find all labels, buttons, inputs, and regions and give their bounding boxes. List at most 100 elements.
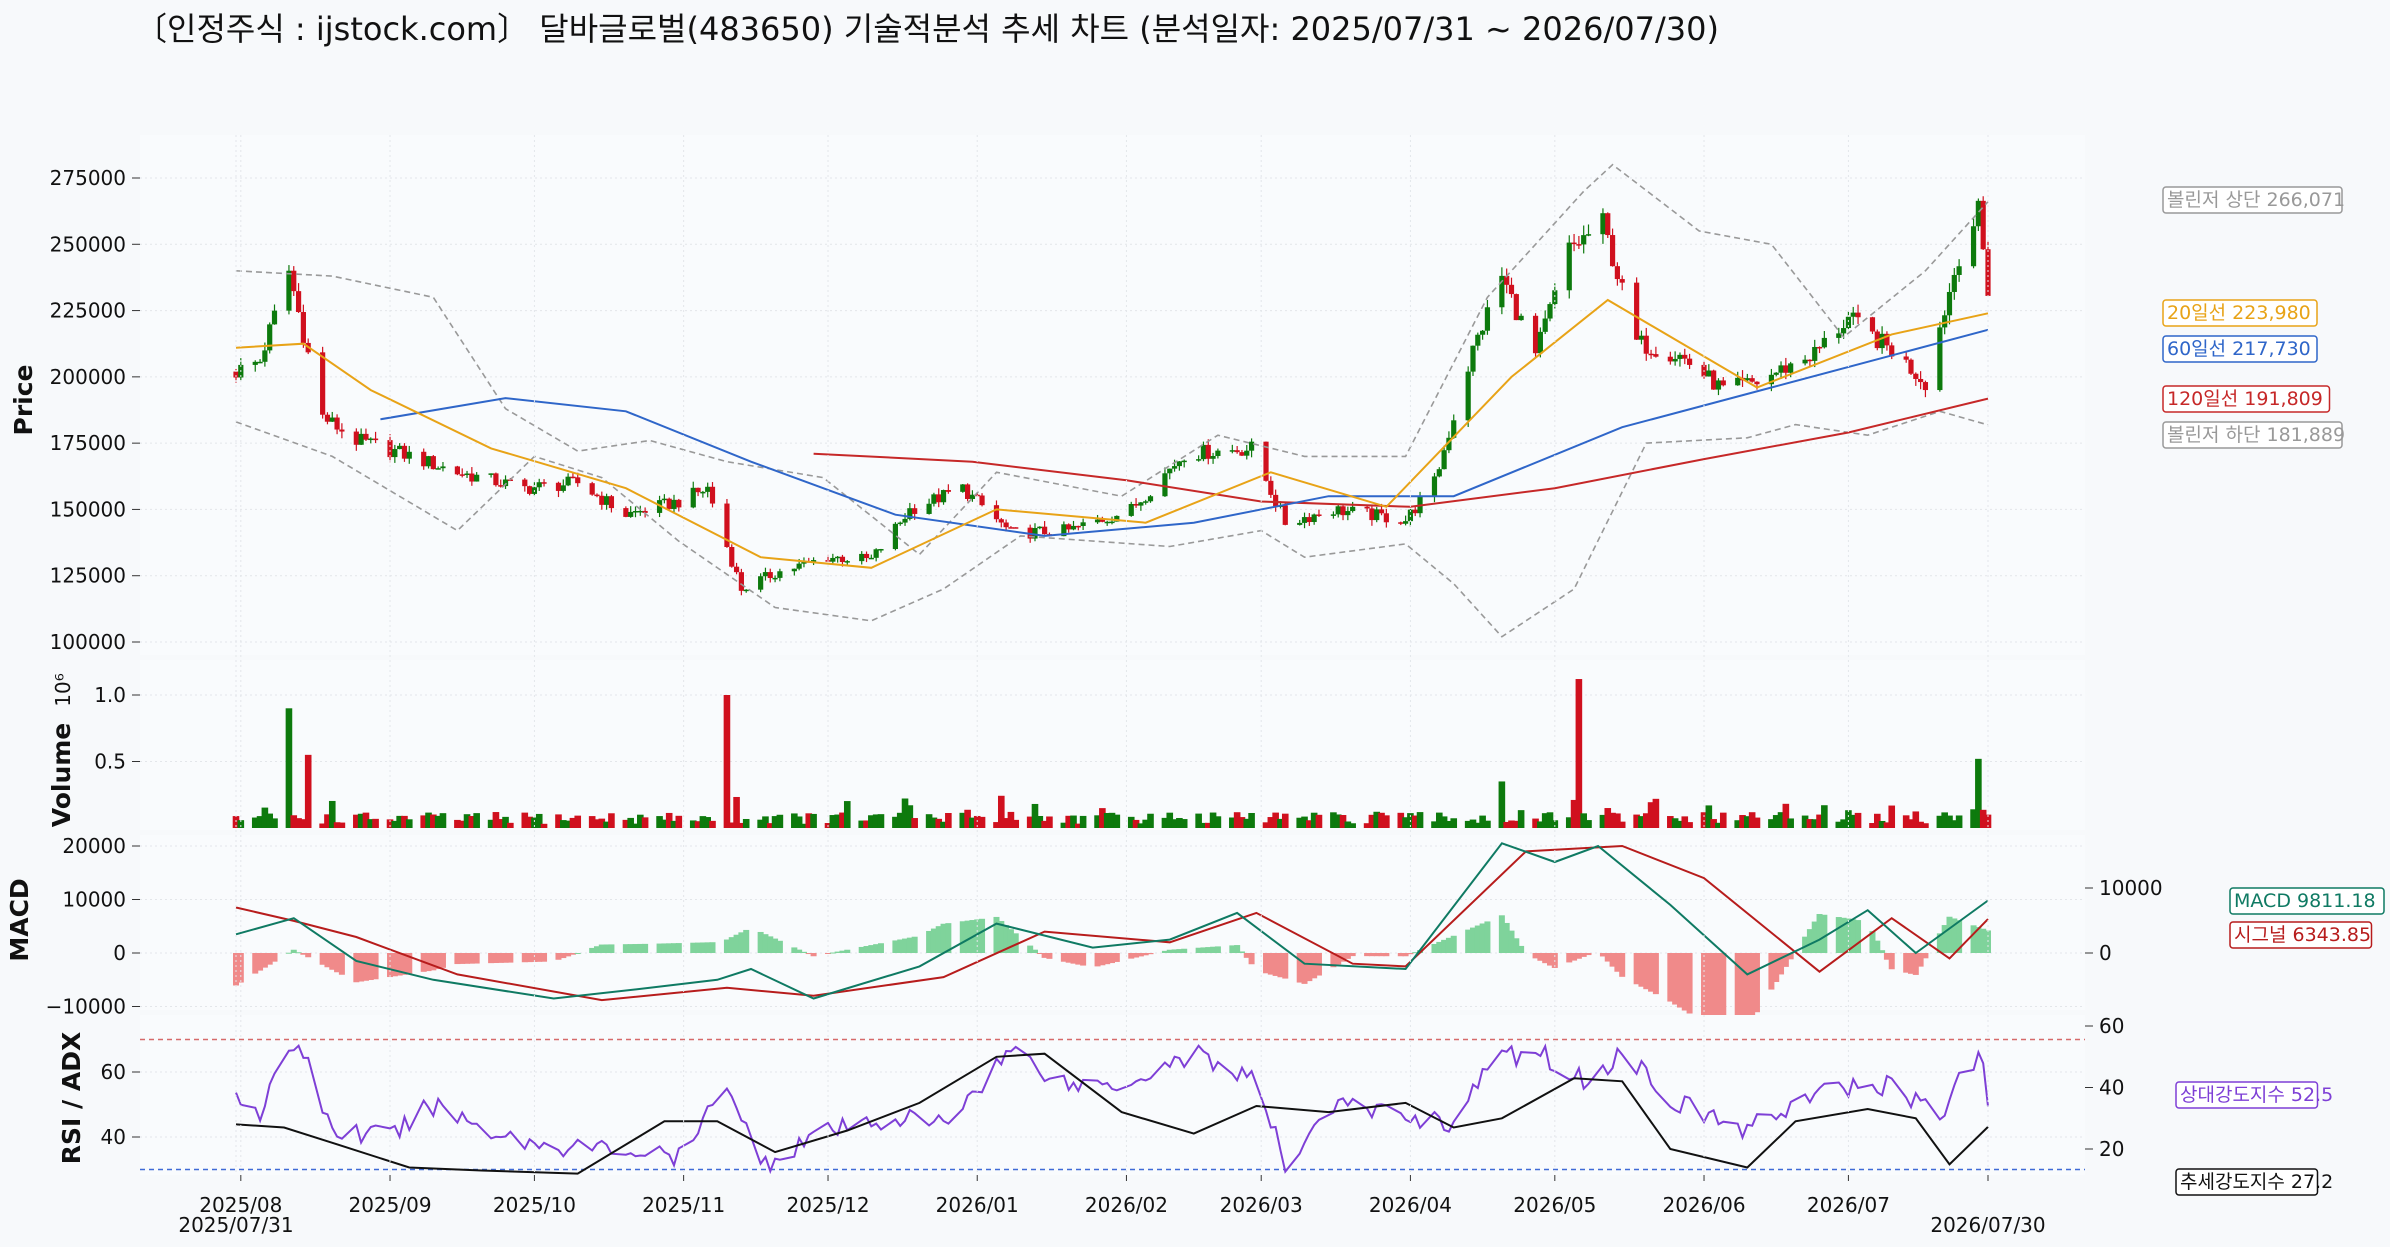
label-signal-box <box>2229 921 2373 949</box>
volume-bar <box>1041 820 1048 828</box>
candle-body <box>830 557 836 562</box>
candle-body <box>1749 378 1755 382</box>
date-axis: 2025/08 2025/09 2025/10 2025/11 2025/12 2026/… <box>178 135 2046 1237</box>
volume-bar <box>1484 820 1491 828</box>
volume-bar <box>1541 813 1549 828</box>
volume-bar <box>1513 820 1520 828</box>
macd-histogram-bar <box>1518 945 1525 953</box>
macd-histogram-bar <box>1970 925 1977 953</box>
candle-body <box>1975 200 1981 227</box>
candle-body <box>324 414 331 422</box>
macd-histogram-bar <box>1888 953 1895 970</box>
macd-histogram-bar <box>454 953 461 965</box>
candle-body <box>1436 469 1442 477</box>
macd-histogram-bar <box>1431 943 1438 953</box>
volume-bar <box>1272 812 1279 828</box>
candle-body <box>1566 242 1572 291</box>
candle-body <box>1518 315 1524 321</box>
volume-bar <box>391 820 399 828</box>
volume-bar <box>622 819 630 828</box>
candle-body <box>469 473 475 482</box>
candle-body <box>1922 382 1929 391</box>
volume-bar <box>1445 820 1453 828</box>
macd-histogram-bar <box>1907 953 1914 974</box>
volume-bar <box>1768 819 1775 828</box>
candle-body <box>353 431 359 445</box>
macd-histogram-bar <box>627 944 634 953</box>
candle-body <box>1229 450 1235 452</box>
volume-bar <box>1248 812 1255 828</box>
macd-histogram-bar <box>1402 953 1409 957</box>
macd-histogram-bar <box>598 944 605 953</box>
candle-body <box>430 456 436 470</box>
volume-bar <box>1007 811 1015 828</box>
macd-histogram-bar <box>541 953 548 962</box>
candle-body <box>1547 304 1553 319</box>
macd-histogram-bar <box>1349 953 1356 957</box>
label-rsi-text: 상대강도지수 52.5 <box>2180 1084 2333 1106</box>
macd-histogram-bar <box>367 953 374 981</box>
macd-histogram-bar <box>1296 953 1303 983</box>
volume-bar <box>1719 812 1727 828</box>
candle-body <box>1836 333 1842 338</box>
candle-body <box>464 473 470 476</box>
candle-body <box>1075 525 1081 528</box>
volume-bar <box>1686 822 1693 828</box>
candle-body <box>801 561 807 564</box>
macd-histogram-bar <box>1667 953 1674 1002</box>
candle-body <box>1383 513 1389 523</box>
macd-histogram-bar <box>295 952 302 954</box>
candle-body <box>233 371 239 378</box>
volume-bar <box>1753 817 1761 828</box>
macd-histogram-bar <box>743 929 750 953</box>
macd-histogram-bar <box>1580 953 1587 957</box>
volume-bar <box>1580 813 1587 828</box>
volume-bar <box>959 812 967 828</box>
candle-body <box>1340 506 1346 516</box>
volume-bar <box>1671 818 1679 828</box>
volume-bar <box>1243 818 1251 828</box>
macd-histogram-bar <box>772 938 779 953</box>
macd-histogram-bar <box>1301 953 1308 984</box>
macd-histogram-bar <box>839 950 846 953</box>
macd-right-tick-label: 10000 <box>2099 876 2163 900</box>
candle-body <box>724 503 730 548</box>
label-rsi: 상대강도지수 52.5 <box>2175 1081 2333 1109</box>
macd-histogram-bar <box>1450 935 1457 953</box>
candle-body <box>1715 380 1722 390</box>
macd-histogram-bar <box>435 953 442 970</box>
volume-bar <box>694 821 702 828</box>
candle-body <box>604 496 610 505</box>
x-end-label: 2026/07/30 <box>1930 1213 2045 1237</box>
candle-body <box>1480 330 1486 335</box>
volume-bar <box>776 814 784 828</box>
volume-bar <box>1079 815 1087 828</box>
volume-bar <box>1267 817 1275 828</box>
macd-histogram-bar <box>834 951 841 953</box>
macd-histogram-bar <box>589 947 596 953</box>
volume-bar <box>1970 809 1977 828</box>
x-tick-label: 2026/04 <box>1369 1193 1452 1217</box>
volume-bar <box>1941 812 1948 828</box>
candle-body <box>300 312 306 343</box>
volume-bar <box>261 807 269 828</box>
volume-bar <box>661 819 668 828</box>
macd-histogram-bar <box>1214 946 1221 953</box>
macd-histogram-bar <box>930 928 937 953</box>
macd-histogram-bar <box>1412 952 1419 954</box>
volume-bar <box>863 820 870 828</box>
macd-histogram-bar <box>671 943 677 953</box>
volume-scale-label: 10⁶ <box>51 673 75 706</box>
candle-body <box>700 491 706 494</box>
macd-histogram-bar <box>536 953 543 962</box>
candle-body <box>859 553 865 562</box>
candle-body <box>1600 213 1606 235</box>
label-ma20: 20일선 223,980 <box>2162 299 2318 327</box>
macd-histogram-bar <box>1816 914 1823 953</box>
macd-histogram-bar <box>1681 953 1688 1011</box>
macd-histogram-bar <box>1547 953 1553 966</box>
volume-bar <box>935 818 943 828</box>
volume-bar <box>1878 820 1886 828</box>
candle-body <box>1032 528 1038 539</box>
volume-bar <box>1075 823 1082 828</box>
